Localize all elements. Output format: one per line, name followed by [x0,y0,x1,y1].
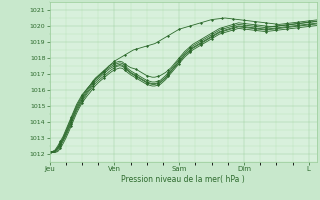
X-axis label: Pression niveau de la mer( hPa ): Pression niveau de la mer( hPa ) [121,175,245,184]
